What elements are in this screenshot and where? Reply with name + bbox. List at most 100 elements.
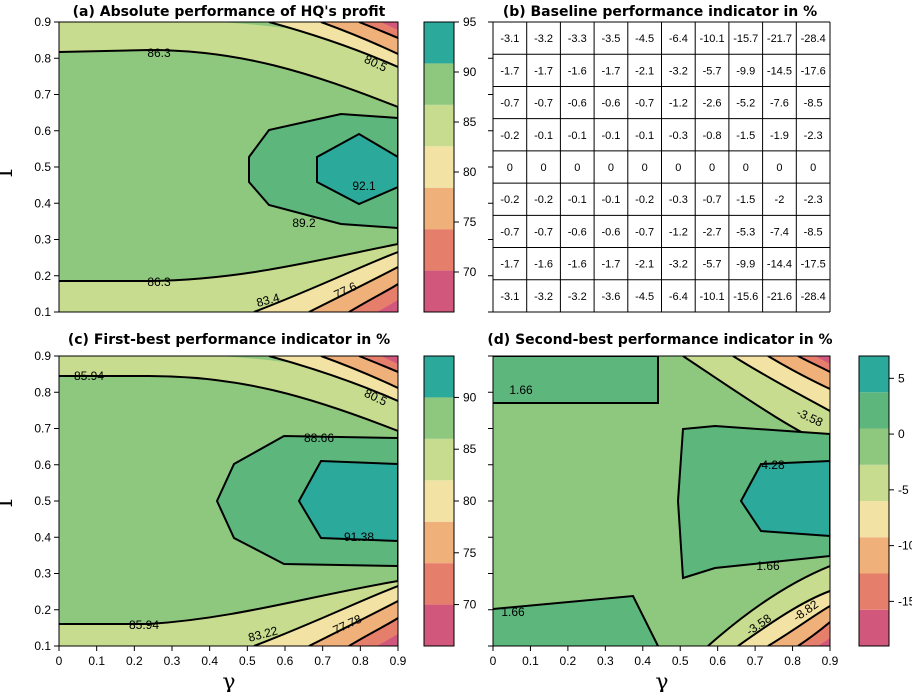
contour-label: 89.2: [292, 216, 316, 230]
table-cell: -6.4: [669, 291, 688, 303]
panel-c-ylabel: Γ: [0, 492, 18, 507]
colorbar-segment: [859, 573, 889, 610]
colorbar-segment: [859, 428, 889, 465]
table-cell: -3.2: [568, 291, 587, 303]
table-cell: -7.6: [770, 98, 789, 110]
table-cell: -17.5: [801, 259, 826, 271]
table-cell: -0.1: [601, 130, 620, 142]
table-cell: -5.3: [736, 226, 755, 238]
panel-c-xlabel: γ: [222, 670, 235, 692]
table-cell: -9.9: [736, 65, 755, 77]
y-tick-label: 0.5: [34, 494, 51, 508]
table-cell: -5.7: [703, 65, 722, 77]
panel-c: (c) First-best performance indicator in …: [0, 332, 477, 692]
table-cell: -3.3: [568, 33, 587, 45]
table-cell: -2: [775, 194, 785, 206]
colorbar-frame: [858, 355, 890, 647]
colorbar-segment: [424, 397, 454, 439]
panel-a-y-axis: 0.1 0.2 0.3 0.4 0.5 0.6 0.7 0.8 0.9: [34, 15, 59, 319]
table-cell: -3.1: [500, 291, 519, 303]
panel-a-plot: 86.3 80.5 92.1 89.2 86.3 83.4 77.6: [59, 22, 398, 312]
y-tick-label: 0.6: [34, 458, 51, 472]
panel-d-xlabel: γ: [655, 670, 668, 692]
table-cell: -4.5: [635, 291, 654, 303]
table-cell: -14.4: [767, 259, 792, 271]
table-cell: 0: [776, 162, 782, 174]
table-cell: 0: [675, 162, 681, 174]
table-cell: -0.7: [703, 194, 722, 206]
colorbar-tick-label: 75: [463, 215, 477, 229]
table-cell: -0.3: [669, 194, 688, 206]
table-cell: -0.6: [568, 98, 587, 110]
y-tick-label: 0.8: [34, 385, 51, 399]
panel-c-title: (c) First-best performance indicator in …: [68, 332, 390, 348]
table-cell: -15.7: [733, 33, 758, 45]
table-cell: -5.7: [703, 259, 722, 271]
table-cell: -10.1: [700, 291, 725, 303]
table-cell: -1.7: [601, 65, 620, 77]
y-tick-label: 0.9: [34, 15, 51, 29]
contour-label: 1.66: [501, 605, 525, 619]
table-cell: -10.1: [700, 33, 725, 45]
contour-label: 91.38: [344, 530, 374, 544]
panel-c-y-axis: 0.1 0.2 0.3 0.4 0.5 0.6 0.7 0.8 0.9: [34, 349, 59, 653]
colorbar-segment: [424, 63, 454, 105]
table-cell: -1.7: [534, 65, 553, 77]
x-tick-label: 0.5: [239, 654, 256, 668]
table-cell: -0.3: [669, 130, 688, 142]
table-cell: -1.5: [736, 194, 755, 206]
colorbar-tick-label: 70: [463, 265, 477, 279]
y-tick-label: 0.8: [34, 51, 51, 65]
colorbar-segment: [424, 356, 454, 398]
colorbar-segment: [859, 464, 889, 501]
table-cell: -2.7: [703, 226, 722, 238]
colorbar-segment: [424, 187, 454, 230]
x-tick-label: 0.4: [201, 654, 218, 668]
colorbar-tick-label: 90: [463, 65, 477, 79]
contour-label: 83.4: [255, 290, 281, 310]
table-cell: -21.7: [767, 33, 792, 45]
table-cell: 0: [810, 162, 816, 174]
table-cell: -1.6: [568, 259, 587, 271]
table-cell: -0.8: [703, 130, 722, 142]
colorbar-segment: [859, 356, 889, 393]
table-cell: 0: [540, 162, 546, 174]
table-cell: -0.1: [635, 130, 654, 142]
y-tick-label: 0.9: [34, 349, 51, 363]
x-tick-label: 0.2: [126, 654, 143, 668]
colorbar-segment: [424, 22, 454, 64]
colorbar-tick-label: 70: [463, 598, 477, 612]
y-tick-label: 0.6: [34, 124, 51, 138]
contour-label: 4.28: [761, 458, 785, 472]
panel-a: (a) Absolute performance of HQ's profit …: [0, 4, 477, 319]
colorbar-segment: [424, 604, 454, 646]
colorbar-segment: [859, 609, 889, 646]
table-cell: -8.5: [804, 226, 823, 238]
colorbar-tick-label: 85: [463, 442, 477, 456]
table-cell: -2.1: [635, 259, 654, 271]
table-cell: -3.1: [500, 33, 519, 45]
table-cell: -0.2: [534, 194, 553, 206]
colorbar-tick-label: 75: [463, 546, 477, 560]
table-cell: -0.7: [500, 98, 519, 110]
table-cell: -15.6: [733, 291, 758, 303]
table-cell: -3.6: [601, 291, 620, 303]
contour-label: 88.66: [304, 431, 334, 445]
table-cell: -0.7: [534, 98, 553, 110]
table-cell: -0.7: [500, 226, 519, 238]
x-tick-label: 0.3: [164, 654, 181, 668]
panel-b-y-axis: [488, 21, 493, 313]
x-tick-label: 0.5: [672, 654, 689, 668]
table-cell: -0.6: [601, 98, 620, 110]
table-cell: -3.2: [669, 65, 688, 77]
panel-d-x-axis: 0 0.1 0.2 0.3 0.4 0.5 0.6 0.7 0.8 0.9: [490, 646, 839, 668]
table-cell: -7.4: [770, 226, 789, 238]
colorbar-segment: [424, 521, 454, 564]
table-cell: -0.1: [568, 130, 587, 142]
panel-b: (b) Baseline performance indicator in % …: [488, 4, 831, 313]
x-tick-label: 0.1: [522, 654, 539, 668]
panel-c-x-axis: 0 0.1 0.2 0.3 0.4 0.5 0.6 0.7 0.8 0.9: [56, 646, 407, 668]
panel-a-title: (a) Absolute performance of HQ's profit: [73, 4, 386, 20]
colorbar-tick-label: -15: [898, 594, 912, 608]
table-cell: -17.6: [801, 65, 826, 77]
